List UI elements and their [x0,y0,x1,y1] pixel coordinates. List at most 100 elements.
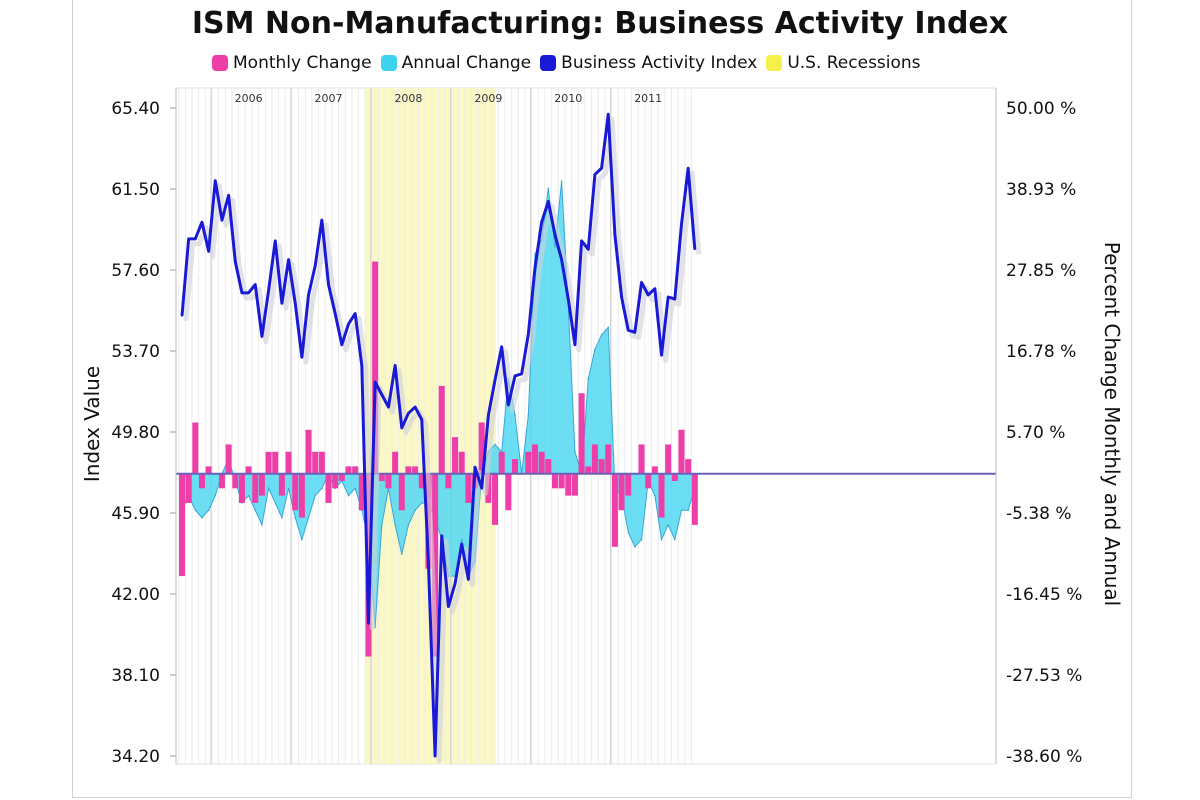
legend-swatch-us-recessions [766,55,783,71]
monthly-change-bar [252,473,259,503]
year-label-2008: 2008 [394,92,422,105]
legend-item-monthly-change[interactable]: Monthly Change [212,53,372,73]
business-activity-index-point [507,404,510,406]
monthly-change-bar [405,466,412,474]
legend-item-business-activity-index[interactable]: Business Activity Index [540,53,757,73]
annual-change-point [281,516,283,519]
business-activity-index-point [194,237,197,240]
monthly-change-bar [458,451,465,474]
business-activity-index-point [420,418,423,421]
business-activity-index-point [220,219,223,222]
business-activity-index-line [180,112,697,758]
business-activity-index-point [547,200,550,203]
monthly-change-bar [225,444,232,474]
business-activity-index-point [247,291,250,294]
monthly-change-bar [658,473,665,518]
monthly-change-bar [385,473,392,489]
business-activity-index-point [640,281,643,284]
annual-change-point [354,487,356,490]
year-label-2007: 2007 [315,92,343,105]
monthly-change-bar [618,473,625,511]
business-activity-index-point [474,466,477,469]
monthly-change-bar [325,473,332,503]
monthly-change-bar [505,473,512,511]
business-activity-index-point [593,173,596,176]
right-tick-label: -38.60 % [1006,747,1082,767]
annual-change-point [600,333,603,336]
year-label-2011: 2011 [634,92,662,105]
monthly-change-bar [691,473,698,525]
annual-change-point [267,487,270,490]
monthly-change-bar [645,473,652,489]
business-activity-index-point [533,266,536,269]
monthly-change-bar [638,444,645,474]
legend-item-us-recessions[interactable]: U.S. Recessions [766,53,921,73]
left-tick-label: 45.90 [111,504,160,524]
annual-change-point [261,524,263,526]
annual-change-point [381,524,383,526]
monthly-change-bar [179,473,185,577]
monthly-change-bar [278,473,285,496]
annual-change-point [534,253,536,256]
business-activity-index-point [347,323,350,325]
monthly-change-bar [232,473,239,489]
business-activity-index-point [307,293,310,296]
monthly-change-bar [192,422,199,474]
monthly-change-bar [578,393,585,474]
business-activity-index-point [567,298,570,301]
business-activity-index-point [494,379,497,382]
annual-change-point [400,553,403,555]
business-activity-index-point [374,381,377,384]
annual-change-point [414,509,416,512]
business-activity-index-point [327,283,330,286]
annual-change-point [347,494,350,497]
monthly-change-bar [258,473,265,496]
right-tick-label: 50.00 % [1006,99,1076,119]
left-tick-label: 61.50 [111,180,160,200]
business-activity-index-point [467,578,470,581]
annual-change-point [687,509,689,512]
business-activity-index-point [693,248,696,251]
annual-change-point [607,326,610,329]
business-activity-index-point [334,312,337,315]
monthly-change-bar [492,473,499,525]
business-activity-index-point [580,239,583,242]
legend-item-annual-change[interactable]: Annual Change [380,53,532,73]
business-activity-index-point [600,167,603,170]
monthly-change-bar [625,473,632,496]
monthly-change-bar [671,473,678,482]
left-tick-label: 65.40 [111,99,160,119]
annual-change-point [674,538,676,541]
business-activity-index-point [520,372,523,375]
annual-change-point [420,502,423,504]
legend-label-annual-change: Annual Change [401,53,532,73]
monthly-change-bar [198,473,205,489]
business-activity-index-point [181,314,183,317]
annual-change-point [214,494,217,497]
monthly-change-bar [412,466,419,474]
monthly-change-bar [372,261,379,474]
business-activity-index-point [620,296,623,298]
business-activity-index-point [427,561,430,564]
annual-change-point [307,516,310,519]
right-tick-label: 27.85 % [1006,261,1076,281]
annual-change-point [194,509,197,512]
monthly-change-bar [292,473,299,511]
monthly-change-bar [398,473,405,511]
annual-change-point [554,246,556,248]
monthly-change-bar [445,473,452,489]
business-activity-index-point [400,426,403,429]
annual-change-point [560,180,563,182]
monthly-change-bar [525,451,532,474]
monthly-change-bar [312,451,319,474]
chart-legend: Monthly Change Annual Change Business Ac… [212,52,930,74]
business-activity-index-point [587,248,590,251]
monthly-change-bar [512,459,518,474]
business-activity-index-point [387,406,390,409]
business-activity-index-point [360,364,363,367]
business-activity-index-point [680,223,683,226]
annual-change-point [660,538,663,541]
annual-change-point [301,538,303,541]
monthly-change-bar [585,466,592,474]
right-tick-label: 5.70 % [1006,423,1065,443]
